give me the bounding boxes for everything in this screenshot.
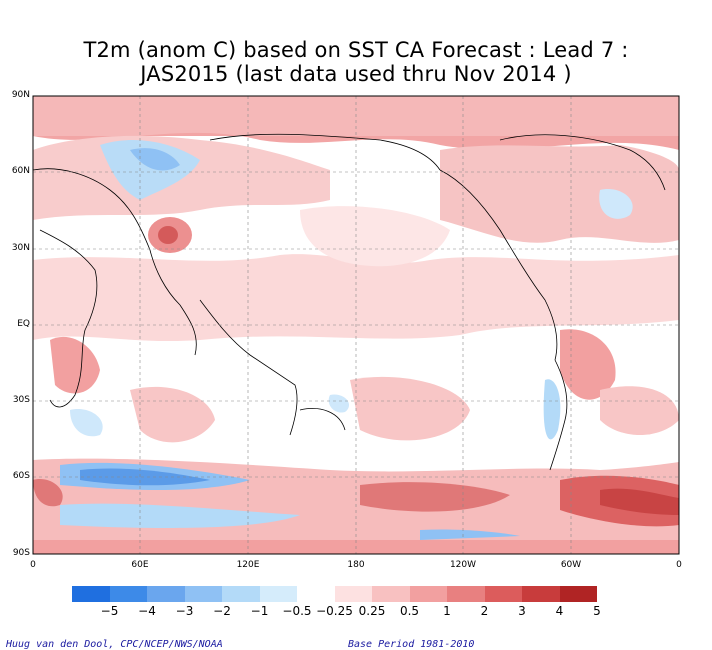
colorbar-label: −0.25 [316,604,353,618]
colorbar-label: −0.5 [282,604,312,618]
colorbar-label: −5 [100,604,119,618]
colorbar-swatch [259,586,297,602]
lon-label-120w: 120W [449,560,477,570]
colorbar-swatch [409,586,447,602]
colorbar-label: 4 [555,604,564,618]
lon-label-60e: 60E [131,560,149,570]
lat-label-90s: 90S [12,548,30,558]
colorbar-swatch [297,586,335,602]
colorbar-swatch [222,586,260,602]
colorbar-label: 0.25 [358,604,386,618]
lat-label-60n: 60N [11,166,30,176]
lon-label-0-right: 0 [676,560,682,570]
coastlines [32,133,666,471]
lon-label-0-left: 0 [30,560,36,570]
lat-label-60s: 60S [12,471,30,481]
lon-label-120e: 120E [236,560,260,570]
colorbar-swatch [372,586,410,602]
colorbar-label: 3 [518,604,526,618]
lat-label-90n: 90N [11,90,30,100]
lat-label-30n: 30N [11,243,30,253]
colorbar-swatch [522,586,560,602]
colorbar-swatch [184,586,222,602]
colorbar-label: 1 [443,604,451,618]
colorbar-swatch [147,586,185,602]
lat-label-30s: 30S [12,395,30,405]
map-title-line1: T2m (anom C) based on SST CA Forecast : … [83,38,629,62]
colorbar-swatch [484,586,522,602]
colorbar-label: −2 [213,604,231,618]
colorbar-swatch [72,586,110,602]
colorbar-label: 2 [480,604,489,618]
base-period-text: Base Period 1981-2010 [348,639,475,650]
lon-label-180: 180 [347,560,365,570]
colorbar-swatch [559,586,597,602]
graticule [33,96,679,554]
colorbar-label: −4 [138,604,156,618]
credit-text: Huug van den Dool, CPC/NCEP/NWS/NOAA [6,639,223,650]
colorbar-swatch [447,586,485,602]
colorbar-label: 5 [593,604,601,618]
colorbar-label: 0.5 [399,604,420,618]
lon-label-60w: 60W [560,560,582,570]
map-title-line2: JAS2015 (last data used thru Nov 2014 ) [140,62,572,86]
colorbar-label: −3 [175,604,194,618]
colorbar-swatch [109,586,147,602]
colorbar-label: −1 [250,604,269,618]
map-plot-area [32,95,680,555]
lat-label-eq: EQ [17,319,30,329]
colorbar-swatch [334,586,372,602]
